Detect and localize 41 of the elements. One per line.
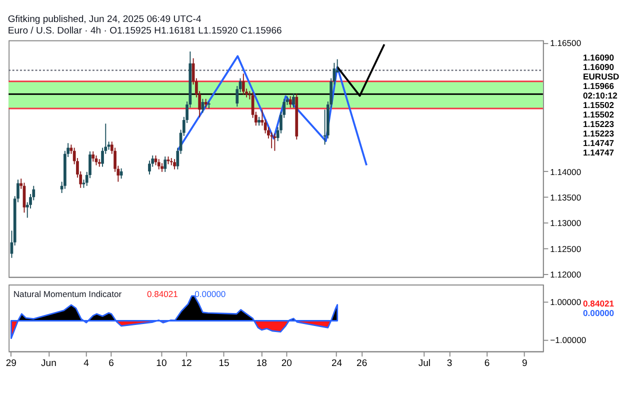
- text: 1.14747: [583, 148, 614, 158]
- y-tick-label: −1.00000: [550, 335, 586, 346]
- text: 02:10:12: [583, 90, 618, 100]
- y-tick-label: 1.00000: [550, 297, 582, 308]
- text: 1.16090: [583, 62, 614, 72]
- x-tick-label: 12: [181, 358, 192, 370]
- text: 1.15223: [583, 119, 614, 130]
- text: 1.15966: [583, 80, 614, 91]
- annotation: 0.84021: [146, 288, 178, 299]
- y-tick-label: 1.12500: [550, 244, 582, 254]
- x-tick-label: Jun: [41, 358, 56, 370]
- text: 1.15502: [583, 100, 614, 110]
- x-tick-label: 15: [218, 358, 230, 370]
- x-tick-label: 6: [484, 358, 490, 370]
- x-tick-label: 20: [281, 358, 292, 370]
- y-tick-label: 1.13500: [550, 192, 582, 202]
- x-tick-label: 18: [256, 358, 267, 370]
- text: 1.15223: [583, 128, 614, 139]
- x-tick-label: 10: [156, 358, 167, 370]
- chart-title: Natural Momentum Indicator: [13, 288, 122, 299]
- x-tick-label: 9: [522, 358, 528, 370]
- x-tick-label: 3: [446, 358, 452, 370]
- text: 0.84021: [583, 298, 614, 308]
- text: 1.16090: [583, 52, 614, 62]
- x-tick-label: 29: [6, 358, 16, 370]
- y-tick-label: 1.12000: [550, 270, 582, 280]
- annotation: 0.00000: [194, 288, 226, 299]
- chart-title: Euro / U.S. Dollar · 4h · O1.15925 H1.16181 L1.15920 C1.15966: [8, 25, 282, 36]
- x-tick-label: Jul: [418, 358, 431, 370]
- text: 0.00000: [583, 308, 614, 318]
- text: EURUSD: [583, 71, 620, 82]
- x-tick-label: 26: [356, 358, 368, 370]
- y-tick-label: 1.16500: [550, 38, 582, 48]
- text: 1.14747: [583, 138, 614, 148]
- x-tick-label: 24: [331, 358, 343, 370]
- x-tick-label: 6: [108, 358, 114, 370]
- y-tick-label: 1.13000: [550, 218, 582, 228]
- y-tick-label: 1.14000: [550, 166, 582, 177]
- text: 1.15502: [583, 110, 614, 120]
- chart-subtitle: Gfitking published, Jun 24, 2025 06:49 UTC-4: [8, 14, 202, 25]
- x-tick-label: 4: [84, 358, 90, 370]
